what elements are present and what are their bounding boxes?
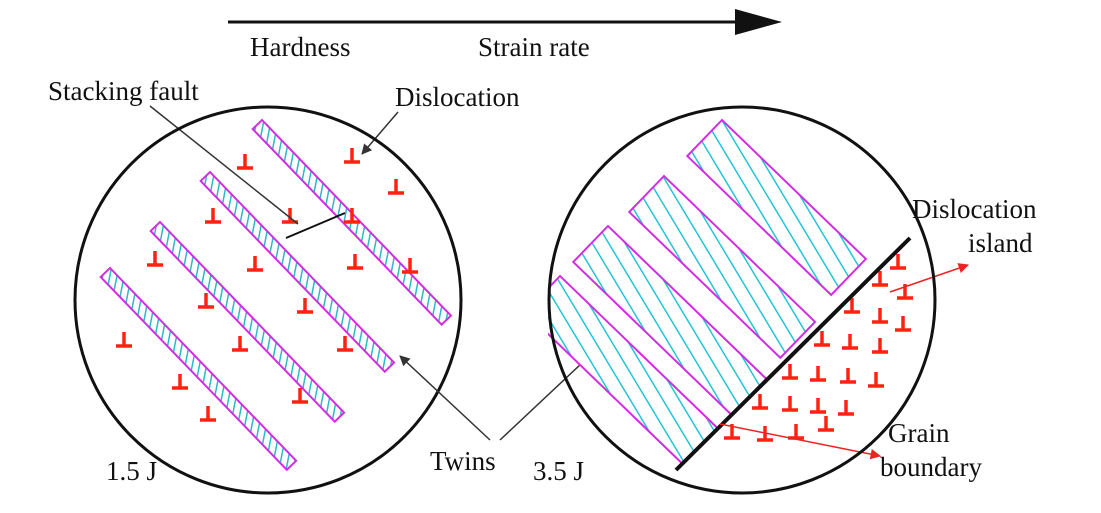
label: island (968, 228, 1033, 258)
leader-line (149, 105, 299, 225)
label: Twins (430, 446, 496, 476)
label: boundary (880, 452, 982, 482)
stacking-fault-mark (285, 212, 346, 239)
grain-circle (73, 105, 463, 495)
label: Grain (888, 418, 950, 448)
label: Dislocation (912, 194, 1037, 224)
leader-line (719, 423, 882, 460)
arrow-head (735, 9, 782, 35)
arrow-label: Hardness (250, 32, 350, 62)
label: Stacking fault (48, 76, 199, 106)
label: 3.5 J (533, 456, 584, 486)
dislocations (114, 146, 420, 422)
twin-bands (548, 118, 868, 467)
leader-line (889, 263, 969, 293)
grain-boundary-line (674, 236, 912, 472)
label: 1.5 J (106, 456, 157, 486)
grain-circle (547, 105, 937, 495)
leader-line (399, 355, 491, 441)
arrow-label: Strain rate (478, 32, 590, 62)
twin-bands (99, 118, 453, 472)
label: Dislocation (395, 82, 520, 112)
leader-line (361, 111, 399, 155)
